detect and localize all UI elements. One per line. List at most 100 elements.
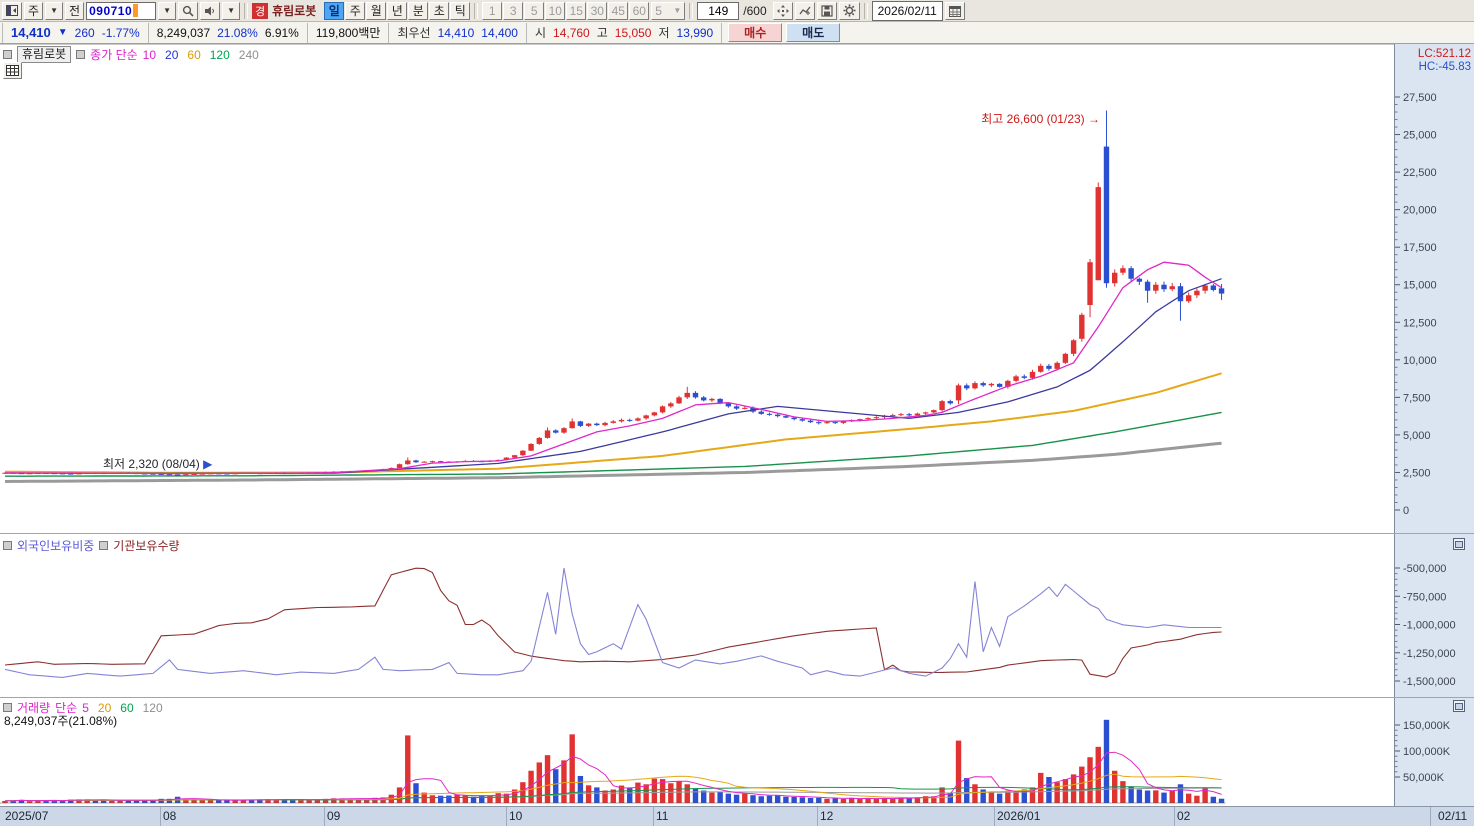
minute-button-3[interactable]: 3: [503, 1, 524, 20]
grid-icon: [6, 65, 19, 76]
time-axis-separator: [1430, 807, 1431, 826]
time-axis-label: 02: [1177, 809, 1191, 823]
minute-button-1[interactable]: 1: [482, 1, 503, 20]
save-button[interactable]: [816, 1, 837, 20]
price-chart-canvas[interactable]: 최고 26,600 (01/23) → 최저 2,320 (08/04) ▶: [0, 44, 1394, 533]
ma-legend-20: 20: [97, 700, 112, 715]
svg-text:-750,000: -750,000: [1403, 591, 1446, 603]
svg-text:-1,000,000: -1,000,000: [1403, 620, 1456, 632]
expand-glyph: [1455, 540, 1463, 548]
speaker-icon: [205, 6, 215, 15]
svg-text:7,500: 7,500: [1403, 392, 1431, 404]
time-axis[interactable]: 2025/07 08 09 10 11 12 2026/01 02 02/11: [0, 806, 1474, 826]
price-change: 260: [74, 25, 95, 40]
expand-volume-panel-icon[interactable]: [1453, 700, 1465, 712]
svg-text:150,000K: 150,000K: [1403, 720, 1451, 732]
institution-qty-label: 기관보유수량: [113, 539, 180, 553]
price-change-pct: -1.77%: [101, 25, 140, 40]
legend-checkbox-icon[interactable]: [3, 541, 12, 550]
settings-button[interactable]: [838, 1, 860, 20]
svg-text:최저 2,320 (08/04) ▶: 최저 2,320 (08/04) ▶: [103, 457, 213, 471]
date-input[interactable]: 2026/02/11: [871, 0, 943, 21]
minute-button-45[interactable]: 45: [608, 1, 629, 20]
ma-legend-120: 120: [142, 700, 163, 715]
prev-stock-button[interactable]: 전: [65, 1, 85, 20]
minute-button-5[interactable]: 5: [524, 1, 545, 20]
chevron-down-icon: ▼: [163, 6, 172, 15]
legend-series-label: 종가 단순: [90, 48, 138, 62]
down-arrow-icon: ▼: [57, 27, 68, 38]
week-mode-dropdown[interactable]: ▼: [45, 1, 64, 20]
stock-code-dropdown[interactable]: ▼: [158, 1, 177, 20]
trendline-icon: [799, 6, 811, 15]
time-axis-label: 2025/07: [5, 809, 49, 823]
chart-grid-button[interactable]: [3, 62, 22, 79]
minute-button-group: 1 3 5 10 15 30 45 60: [482, 1, 650, 20]
price-axis[interactable]: 27,500 25,000 22,500 20,000 17,500 15,000 12,5…: [1394, 44, 1474, 806]
svg-text:12,500: 12,500: [1403, 317, 1437, 329]
sell-button-label: 매도: [802, 26, 825, 40]
toolbar-separator: [863, 2, 868, 19]
period-tab-분[interactable]: 분: [408, 1, 429, 20]
save-disk-icon: [821, 4, 833, 17]
volume-series-label: 단순: [55, 701, 78, 715]
chevron-down-icon: ▼: [673, 6, 682, 15]
toolbar-stock-name[interactable]: 휴림로봇: [272, 4, 317, 18]
tick-count-select[interactable]: 5 ▼: [651, 1, 686, 20]
compare-tool-button[interactable]: [772, 1, 793, 20]
sound-button[interactable]: [200, 1, 221, 20]
ma-legend-240: 240: [238, 47, 259, 62]
time-axis-separator: [653, 807, 654, 826]
minute-button-10[interactable]: 10: [545, 1, 566, 20]
open-price: 14,760: [553, 25, 590, 40]
turnover-ratio: 6.91%: [264, 25, 299, 40]
legend-checkbox-icon[interactable]: [99, 541, 109, 550]
volume-readout: 8,249,037주(21.08%): [4, 714, 118, 728]
time-axis-label: 09: [327, 809, 341, 823]
toolbar-separator: [689, 2, 694, 19]
expand-mid-panel-icon[interactable]: [1453, 538, 1465, 550]
time-axis-separator: [994, 807, 995, 826]
minute-button-60[interactable]: 60: [629, 1, 650, 20]
time-axis-separator: [817, 807, 818, 826]
market-warning-badge: 경: [252, 2, 269, 19]
toolbar-separator: [474, 2, 479, 19]
minute-button-30[interactable]: 30: [587, 1, 608, 20]
ma-legend-60: 60: [120, 700, 134, 715]
legend-checkbox-icon[interactable]: [3, 703, 12, 712]
legend-checkbox-icon[interactable]: [3, 50, 12, 59]
trendline-tool-button[interactable]: [794, 1, 815, 20]
week-mode-button[interactable]: 주: [24, 1, 44, 20]
svg-text:HC:-45.83: HC:-45.83: [1419, 61, 1471, 73]
svg-text:LC:521.12: LC:521.12: [1418, 48, 1471, 60]
candle-count-input[interactable]: [697, 1, 740, 20]
sell-button[interactable]: 매도: [786, 23, 841, 42]
volume-chart-canvas[interactable]: [0, 697, 1394, 806]
period-tab-틱[interactable]: 틱: [450, 1, 471, 20]
calendar-button[interactable]: [944, 1, 965, 20]
svg-text:10,000: 10,000: [1403, 355, 1437, 367]
mid-chart-legend: 외국인보유비중 기관보유수량: [3, 537, 180, 554]
time-axis-label: 10: [509, 809, 523, 823]
legend-stock-name[interactable]: 휴림로봇: [17, 46, 72, 63]
time-axis-label: 11: [656, 809, 669, 823]
holdings-chart-canvas[interactable]: [0, 533, 1394, 697]
sound-dropdown[interactable]: ▼: [222, 1, 241, 20]
time-axis-label: 12: [820, 809, 834, 823]
period-tab-년[interactable]: 년: [387, 1, 408, 20]
legend-checkbox-icon[interactable]: [76, 50, 86, 59]
period-tab-일[interactable]: 일: [324, 1, 345, 20]
current-price: 14,410: [11, 25, 51, 40]
time-axis-label: 02/11: [1438, 809, 1468, 823]
minute-button-15[interactable]: 15: [566, 1, 587, 20]
period-tab-주[interactable]: 주: [345, 1, 366, 20]
stock-search-button[interactable]: [178, 1, 199, 20]
period-tab-월[interactable]: 월: [366, 1, 387, 20]
buy-button[interactable]: 매수: [728, 23, 783, 42]
period-tab-초[interactable]: 초: [429, 1, 450, 20]
svg-text:17,500: 17,500: [1403, 242, 1437, 254]
stock-code-input[interactable]: 090710: [86, 1, 157, 20]
ma-legend-items: 10 20 60 120 240: [143, 48, 259, 62]
panel-toggle-button[interactable]: [2, 1, 22, 20]
